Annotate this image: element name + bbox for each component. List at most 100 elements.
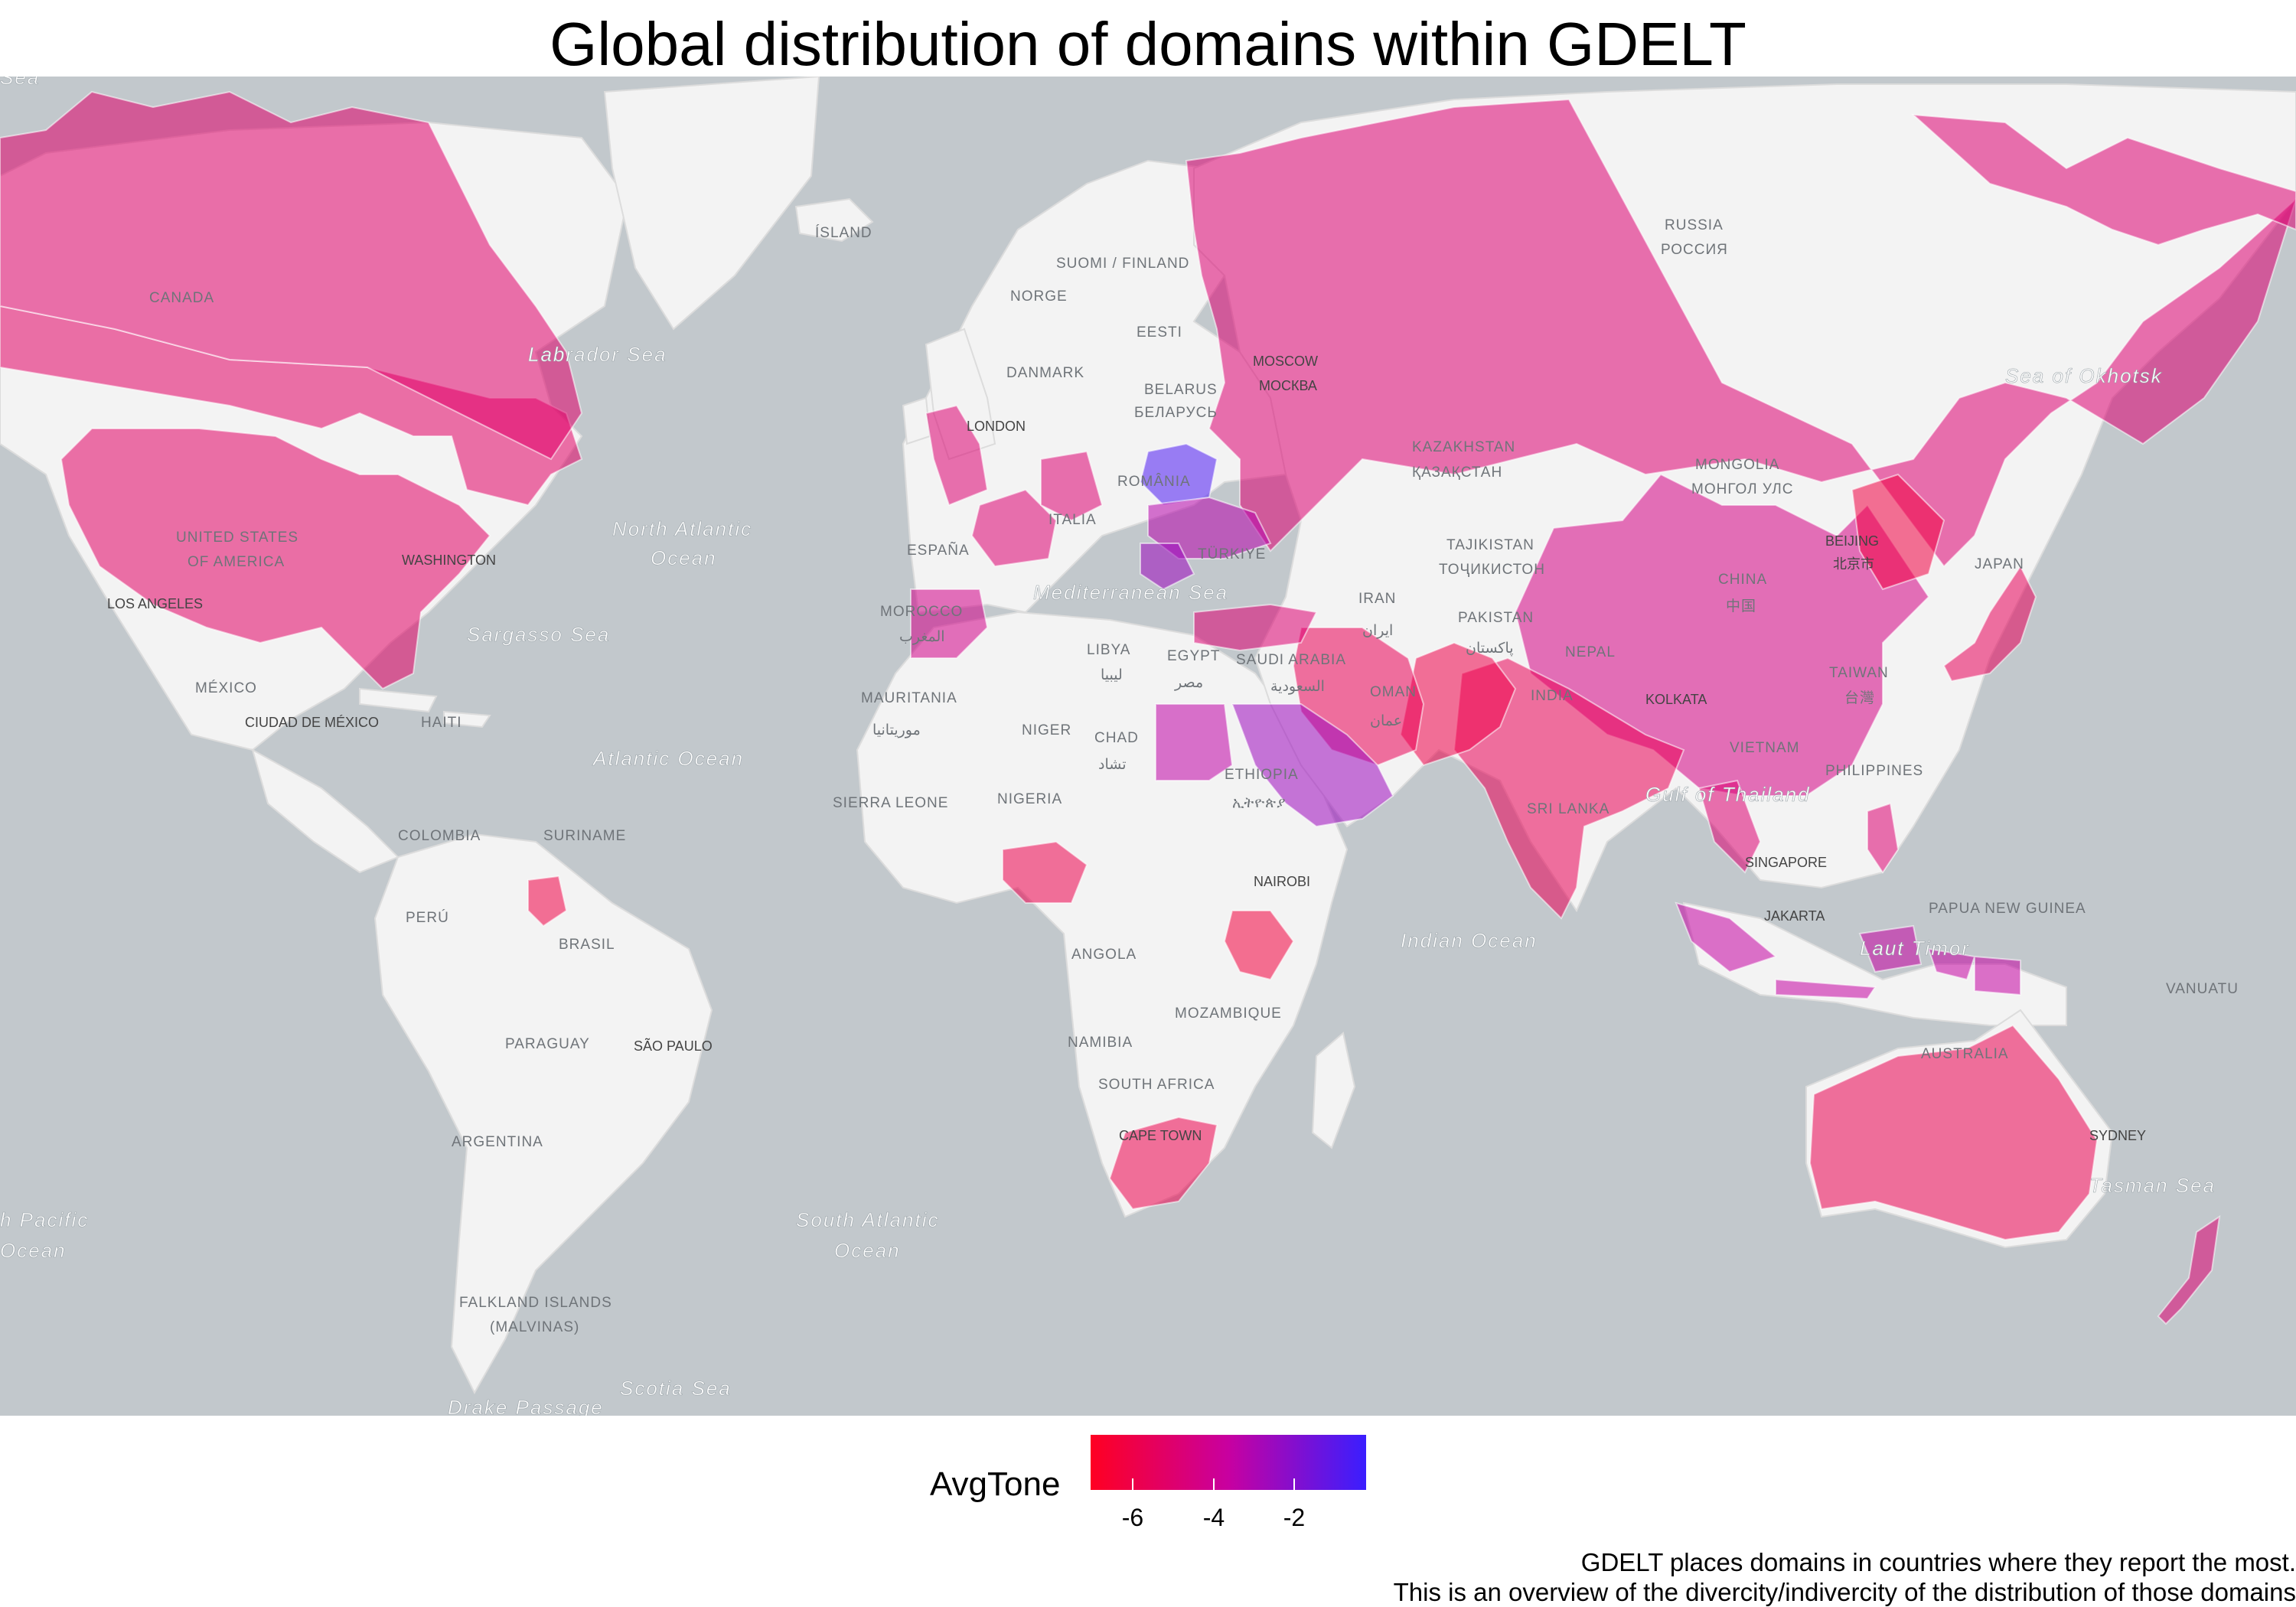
- city-label-mexico-city: CIUDAD DE MÉXICO: [245, 715, 379, 730]
- place-label: CANADA: [149, 290, 214, 306]
- place-label: 台灣: [1844, 689, 1875, 706]
- country-north-korea[interactable]: [1851, 473, 1945, 591]
- country-vietnam[interactable]: [1698, 779, 1762, 874]
- place-label: ليبيا: [1101, 667, 1123, 683]
- place-label: МОНГОЛ УЛС: [1691, 481, 1794, 497]
- place-label: MAURITANIA: [861, 690, 957, 706]
- ocean-label: Ocean: [0, 1239, 67, 1262]
- country-australia[interactable]: [1808, 1024, 2099, 1241]
- ocean-label: Drake Passage: [448, 1396, 604, 1416]
- place-label: COLOMBIA: [398, 828, 481, 844]
- place-label: ÍSLAND: [815, 225, 872, 241]
- country-france[interactable]: [970, 488, 1058, 568]
- ocean-label: Mediterranean Sea: [1033, 581, 1228, 604]
- country-germany[interactable]: [1040, 450, 1104, 522]
- country-spain[interactable]: [910, 588, 989, 659]
- place-label: المغرب: [899, 629, 945, 645]
- city-label-jakarta: JAKARTA: [1764, 908, 1825, 924]
- country-russia-east[interactable]: [1911, 113, 2296, 246]
- place-label: PARAGUAY: [505, 1036, 590, 1052]
- ocean-label: Labrador Sea: [528, 343, 667, 366]
- place-label: SURINAME: [543, 828, 626, 844]
- country-japan[interactable]: [1942, 565, 2037, 683]
- world-map[interactable]: Labrador Sea North Atlantic Ocean Sargas…: [0, 77, 2296, 1416]
- place-label: NIGER: [1022, 722, 1071, 738]
- city-label-los-angeles: LOS ANGELES: [107, 596, 203, 611]
- place-label: KAZAKHSTAN: [1412, 439, 1515, 455]
- place-label: VIETNAM: [1730, 740, 1799, 756]
- choropleth-layer[interactable]: [0, 90, 2296, 1325]
- ocean-label: Sea: [0, 77, 40, 89]
- country-suriname[interactable]: [527, 875, 568, 927]
- country-nigeria[interactable]: [1002, 840, 1088, 904]
- ocean-labels: Labrador Sea North Atlantic Ocean Sargas…: [0, 77, 2216, 1416]
- place-label: OF AMERICA: [188, 554, 285, 570]
- place-label: RUSSIA: [1665, 217, 1724, 233]
- place-labels: CANADA ÍSLAND SUOMI / FINLAND NORGE EEST…: [149, 217, 2238, 1335]
- ocean-label: Laut Timor: [1860, 937, 1970, 960]
- city-labels: LONDON MOSCOW МОСКВА WASHINGTON LOS ANGE…: [107, 354, 2146, 1143]
- legend-tick-mark: [1213, 1478, 1215, 1490]
- place-label: JAPAN: [1975, 556, 2024, 572]
- country-saudi-arabia[interactable]: [1231, 703, 1394, 828]
- city-label-london: LONDON: [967, 419, 1026, 434]
- place-label: پاکستان: [1466, 641, 1514, 657]
- country-philippines[interactable]: [1867, 802, 1900, 874]
- country-egypt[interactable]: [1155, 703, 1234, 781]
- country-indonesia[interactable]: [1675, 901, 2021, 1000]
- country-canada[interactable]: [0, 90, 583, 461]
- place-label: مصر: [1174, 675, 1203, 691]
- place-label: FALKLAND ISLANDS: [459, 1295, 612, 1311]
- caribbean-land: [359, 687, 491, 729]
- country-new-zealand[interactable]: [2157, 1214, 2221, 1325]
- ocean-label: Ocean: [834, 1239, 901, 1262]
- place-label: HAITI: [421, 715, 462, 731]
- ocean-label: h Pacific: [0, 1208, 89, 1231]
- city-label-beijing: BEIJING: [1825, 533, 1879, 549]
- place-label: TAJIKISTAN: [1446, 537, 1534, 553]
- chart-title: Global distribution of domains within GD…: [550, 10, 1746, 78]
- country-romania[interactable]: [1140, 543, 1195, 591]
- country-russia[interactable]: [1185, 98, 2296, 568]
- place-label: AUSTRALIA: [1921, 1046, 2009, 1062]
- place-label: ROMÂNIA: [1117, 473, 1191, 490]
- legend-tick-label: -6: [1121, 1504, 1144, 1531]
- place-label: تشاد: [1098, 757, 1127, 773]
- ocean-label: Tasman Sea: [2089, 1174, 2216, 1197]
- place-label: INDIA: [1531, 688, 1574, 704]
- city-label-washington: WASHINGTON: [402, 553, 496, 568]
- place-label: ESPAÑA: [907, 542, 970, 559]
- ocean-label: Scotia Sea: [620, 1377, 732, 1400]
- place-label: БЕЛАРУСЬ: [1134, 405, 1218, 421]
- place-label: ایران: [1362, 623, 1393, 639]
- place-label: EGYPT: [1167, 648, 1220, 664]
- place-label: CHINA: [1718, 572, 1767, 588]
- ocean-label: Ocean: [651, 546, 717, 569]
- legend-colorbar: [1091, 1435, 1366, 1490]
- place-label: ARGENTINA: [452, 1134, 543, 1150]
- place-label: NEPAL: [1565, 644, 1616, 660]
- ocean-label: South Atlantic: [796, 1208, 939, 1231]
- country-south-africa[interactable]: [1108, 1116, 1218, 1211]
- legend-tick-label: -4: [1202, 1504, 1225, 1531]
- place-label: ТОҶИКИСТОН: [1439, 562, 1545, 578]
- place-label: 中国: [1726, 598, 1756, 614]
- country-turkey[interactable]: [1193, 603, 1318, 652]
- place-label: SAUDI ARABIA: [1236, 652, 1346, 668]
- place-label: PHILIPPINES: [1825, 763, 1923, 779]
- place-label: ҚАЗАҚСТАН: [1412, 464, 1502, 481]
- place-label: MOROCCO: [880, 604, 963, 620]
- city-label-beijing-zh: 北京市: [1833, 556, 1874, 572]
- country-kenya[interactable]: [1223, 910, 1295, 981]
- place-label: РОССИЯ: [1661, 242, 1728, 258]
- country-uk[interactable]: [925, 404, 989, 507]
- caption-line-1: GDELT places domains in countries where …: [1580, 1548, 2296, 1576]
- map-panel[interactable]: Labrador Sea North Atlantic Ocean Sargas…: [0, 77, 2296, 1416]
- country-india[interactable]: [1453, 657, 1685, 920]
- ireland-land: [902, 396, 931, 445]
- place-label: ANGOLA: [1071, 947, 1137, 963]
- place-label: NAMIBIA: [1068, 1035, 1133, 1051]
- city-label-moscow: MOSCOW: [1253, 354, 1318, 369]
- legend-tick-label: -2: [1283, 1504, 1306, 1531]
- greenland-land: [603, 77, 820, 331]
